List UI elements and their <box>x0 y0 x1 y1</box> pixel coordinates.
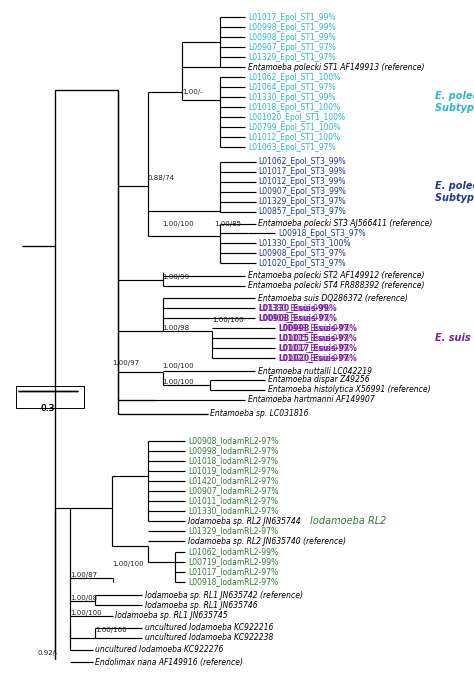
Text: 0.3: 0.3 <box>41 404 55 413</box>
Text: L01330_IodamRL2-97%: L01330_IodamRL2-97% <box>188 506 278 516</box>
Text: L01015_Esuis-97%: L01015_Esuis-97% <box>278 333 350 343</box>
Text: L01012_Epol_ST1_100%: L01012_Epol_ST1_100% <box>248 132 340 141</box>
Text: uncultured Iodamoeba KC922238: uncultured Iodamoeba KC922238 <box>145 633 273 642</box>
Text: L01015_Esuis-97%: L01015_Esuis-97% <box>278 333 356 343</box>
Text: 1.00/100: 1.00/100 <box>112 561 144 567</box>
Text: Entamoeba polecki ST2 AF149912 (reference): Entamoeba polecki ST2 AF149912 (referenc… <box>248 272 425 281</box>
Text: 1.00/100: 1.00/100 <box>162 363 193 369</box>
Text: 1.00/87: 1.00/87 <box>70 572 97 578</box>
Text: L00907_Epol_ST3_99%: L00907_Epol_ST3_99% <box>258 187 346 197</box>
Text: L01064_Epol_ST1_97%: L01064_Epol_ST1_97% <box>248 82 336 91</box>
Text: L00908_Esuis-97%: L00908_Esuis-97% <box>258 314 330 322</box>
Text: L00908_Epol_ST1_99%: L00908_Epol_ST1_99% <box>248 32 336 41</box>
Text: L01062_IodamRL2-99%: L01062_IodamRL2-99% <box>188 548 278 556</box>
Text: L01017_Esuis-97%: L01017_Esuis-97% <box>278 343 357 353</box>
Text: L00908_Esuis-97%: L00908_Esuis-97% <box>258 314 337 322</box>
Text: L01330_Epol_ST1_99%: L01330_Epol_ST1_99% <box>248 93 336 101</box>
Text: E. polecki
Subtype 1: E. polecki Subtype 1 <box>435 91 474 113</box>
Text: Entamoeba hartmanni AF149907: Entamoeba hartmanni AF149907 <box>248 395 375 404</box>
Text: L00908_IodamRL2-97%: L00908_IodamRL2-97% <box>188 437 278 445</box>
Text: L00998_Esuis-97%: L00998_Esuis-97% <box>278 323 357 333</box>
Text: 1.00/98: 1.00/98 <box>162 325 189 331</box>
Text: L01329_Epol_ST3_97%: L01329_Epol_ST3_97% <box>258 197 346 206</box>
Text: Entamoeba polecki ST1 AF149913 (reference): Entamoeba polecki ST1 AF149913 (referenc… <box>248 62 425 72</box>
Text: L00907_Epol_ST1_97%: L00907_Epol_ST1_97% <box>248 43 336 51</box>
Text: L01330_Epol_ST3_100%: L01330_Epol_ST3_100% <box>258 239 350 247</box>
Text: L00998_Esuis-97%: L00998_Esuis-97% <box>278 324 350 333</box>
Text: Iodamoeba sp. RL1 JN635745: Iodamoeba sp. RL1 JN635745 <box>115 612 228 621</box>
Text: L01330_Esuis-99%: L01330_Esuis-99% <box>258 304 330 312</box>
Text: Iodamoeba sp. RL2 JN635744: Iodamoeba sp. RL2 JN635744 <box>188 516 301 525</box>
Text: 1.00/100: 1.00/100 <box>162 221 193 227</box>
Text: L00918_IodamRL2-97%: L00918_IodamRL2-97% <box>188 577 278 587</box>
Text: Entamoeba dispar Z49256: Entamoeba dispar Z49256 <box>268 375 370 385</box>
Text: L00719_IodamRL2-99%: L00719_IodamRL2-99% <box>188 558 278 566</box>
Text: E. suis: E. suis <box>435 333 471 343</box>
Text: L01017_Esuis-97%: L01017_Esuis-97% <box>278 343 350 352</box>
Text: L01330_Esuis-99%: L01330_Esuis-99% <box>258 304 337 312</box>
Text: L00799_Epol_ST1_100%: L00799_Epol_ST1_100% <box>248 122 340 132</box>
Text: uncultured Iodamoeba KC922216: uncultured Iodamoeba KC922216 <box>145 623 273 633</box>
Text: 0.88/74: 0.88/74 <box>148 175 175 181</box>
Text: 1.00/100: 1.00/100 <box>212 317 244 323</box>
Text: Entamoeba polecki ST3 AJ566411 (reference): Entamoeba polecki ST3 AJ566411 (referenc… <box>258 220 432 228</box>
Text: Entamoeba sp. LC031816: Entamoeba sp. LC031816 <box>210 410 309 418</box>
Text: Entamoeba nuttalli LC042219: Entamoeba nuttalli LC042219 <box>258 366 372 375</box>
Text: 1.00/85: 1.00/85 <box>214 221 241 227</box>
Text: Entamoeba histolytica X56991 (reference): Entamoeba histolytica X56991 (reference) <box>268 385 430 395</box>
Text: L01062_Epol_ST3_99%: L01062_Epol_ST3_99% <box>258 158 346 166</box>
Text: 0.92/-: 0.92/- <box>38 650 58 656</box>
Text: L01063_Epol_ST1_97%: L01063_Epol_ST1_97% <box>248 143 336 151</box>
Text: 1.00/97: 1.00/97 <box>112 360 139 366</box>
Text: L01020_Esuis-97%: L01020_Esuis-97% <box>278 354 350 362</box>
Text: L00857_Epol_ST3_97%: L00857_Epol_ST3_97% <box>258 208 346 216</box>
FancyBboxPatch shape <box>16 386 84 408</box>
Text: L001020_Epol_ST1_100%: L001020_Epol_ST1_100% <box>248 112 345 122</box>
Text: L01329_Epol_ST1_97%: L01329_Epol_ST1_97% <box>248 53 336 62</box>
Text: Endolimax nana AF149916 (reference): Endolimax nana AF149916 (reference) <box>95 658 243 667</box>
Text: 1.00/100: 1.00/100 <box>70 610 101 616</box>
Text: L01017_Epol_ST1_99%: L01017_Epol_ST1_99% <box>248 12 336 22</box>
Text: L01017_IodamRL2-97%: L01017_IodamRL2-97% <box>188 567 278 577</box>
Text: L00918_Epol_ST3_97%: L00918_Epol_ST3_97% <box>278 228 365 237</box>
Text: L01020_Esuis-97%: L01020_Esuis-97% <box>278 354 357 362</box>
Text: L01018_IodamRL2-97%: L01018_IodamRL2-97% <box>188 456 278 466</box>
Text: Iodamoeba sp. RL1 JN635746: Iodamoeba sp. RL1 JN635746 <box>145 600 258 610</box>
Text: 0.3: 0.3 <box>41 404 55 413</box>
Text: uncultured Iodamoeba KC922276: uncultured Iodamoeba KC922276 <box>95 646 223 654</box>
Text: L01017_Epol_ST3_99%: L01017_Epol_ST3_99% <box>258 168 346 176</box>
Text: E. polecki
Subtype 3: E. polecki Subtype 3 <box>435 181 474 203</box>
Text: 1.00/100: 1.00/100 <box>162 379 193 385</box>
Text: L00907_IodamRL2-97%: L00907_IodamRL2-97% <box>188 487 278 496</box>
Text: L00908_Epol_ST3_97%: L00908_Epol_ST3_97% <box>258 249 346 258</box>
Text: L01329_IodamRL2-97%: L01329_IodamRL2-97% <box>188 527 278 535</box>
Text: Iodamoeba RL2: Iodamoeba RL2 <box>310 516 386 526</box>
Text: L01062_Epol_ST1_100%: L01062_Epol_ST1_100% <box>248 72 340 82</box>
Text: Iodamoeba sp. RL1 JN635742 (reference): Iodamoeba sp. RL1 JN635742 (reference) <box>145 591 303 600</box>
Text: 1.00/-: 1.00/- <box>182 89 202 95</box>
Text: L01020_Epol_ST3_97%: L01020_Epol_ST3_97% <box>258 258 346 268</box>
Text: L00998_IodamRL2-97%: L00998_IodamRL2-97% <box>188 447 278 456</box>
Text: L01018_Epol_ST1_100%: L01018_Epol_ST1_100% <box>248 103 340 112</box>
Text: Iodamoeba sp. RL2 JN635740 (reference): Iodamoeba sp. RL2 JN635740 (reference) <box>188 537 346 546</box>
Text: 1.00/100: 1.00/100 <box>95 627 127 633</box>
Text: Entamoeba polecki ST4 FR888392 (reference): Entamoeba polecki ST4 FR888392 (referenc… <box>248 281 425 291</box>
Text: L00998_Epol_ST1_99%: L00998_Epol_ST1_99% <box>248 22 336 32</box>
Text: Entamoeba suis DQ286372 (reference): Entamoeba suis DQ286372 (reference) <box>258 293 408 302</box>
Text: L01019_IodamRL2-97%: L01019_IodamRL2-97% <box>188 466 278 475</box>
Text: L01420_IodamRL2-97%: L01420_IodamRL2-97% <box>188 477 278 485</box>
Text: L01011_IodamRL2-97%: L01011_IodamRL2-97% <box>188 496 278 506</box>
Text: 1.00/99: 1.00/99 <box>162 274 189 280</box>
Text: L01012_Epol_ST3_99%: L01012_Epol_ST3_99% <box>258 178 346 187</box>
Text: 1.00/08: 1.00/08 <box>70 595 97 601</box>
